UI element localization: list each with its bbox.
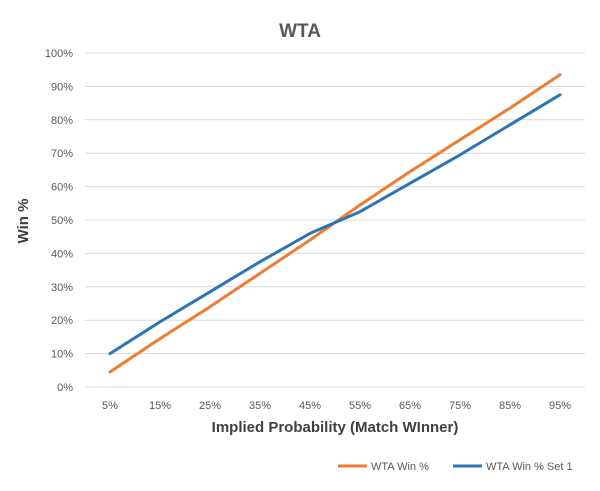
y-tick-label: 0%: [57, 382, 73, 394]
x-tick-label: 75%: [449, 400, 471, 412]
x-tick-label: 25%: [199, 400, 221, 412]
x-tick-label: 35%: [249, 400, 271, 412]
x-tick-label: 65%: [399, 400, 421, 412]
chart-title: WTA: [279, 21, 321, 42]
x-tick-label: 85%: [499, 400, 521, 412]
y-tick-label: 30%: [51, 282, 73, 294]
x-tick-label: 95%: [549, 400, 571, 412]
x-axis-ticks: 5% 15% 25% 35% 45% 55% 65% 75% 85% 95%: [102, 400, 571, 412]
y-tick-label: 20%: [51, 315, 73, 327]
legend: WTA Win % WTA Win % Set 1: [338, 461, 573, 473]
x-tick-label: 15%: [149, 400, 171, 412]
y-tick-label: 40%: [51, 248, 73, 260]
x-tick-label: 45%: [299, 400, 321, 412]
y-tick-label: 50%: [51, 215, 73, 227]
series-line-2: [108, 93, 562, 356]
y-tick-label: 60%: [51, 182, 73, 194]
y-tick-label: 80%: [51, 115, 73, 127]
x-tick-label: 5%: [102, 400, 118, 412]
y-axis-title: Win %: [15, 199, 32, 244]
y-tick-label: 90%: [51, 81, 73, 93]
series-lines: [108, 73, 562, 374]
y-tick-label: 70%: [51, 148, 73, 160]
y-tick-label: 10%: [51, 349, 73, 361]
legend-label: WTA Win %: [371, 461, 429, 473]
y-tick-label: 100%: [45, 48, 73, 60]
legend-label: WTA Win % Set 1: [486, 461, 573, 473]
x-tick-label: 55%: [349, 400, 371, 412]
x-axis-title: Implied Probability (Match WInner): [212, 419, 459, 436]
gridlines: [85, 52, 585, 388]
y-axis-ticks: 0% 10% 20% 30% 40% 50% 60% 70% 80% 90% 100%: [45, 48, 73, 394]
